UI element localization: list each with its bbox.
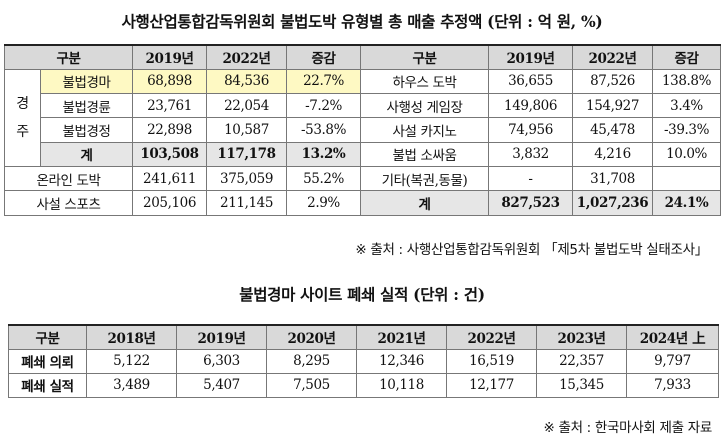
row-label: 폐쇄 의뢰 — [8, 348, 87, 374]
cell-value: 22.7% — [286, 68, 362, 95]
row-label: 불법경륜 — [39, 93, 134, 119]
table1-source: ※ 출처 : 사행산업통합감독위원회 「제5차 불법도박 실태조사」 — [355, 242, 708, 258]
cell-value: 9,797 — [626, 348, 719, 374]
header-category-right: 구분 — [360, 44, 490, 70]
total-label: 계 — [360, 190, 490, 216]
header-2022-right: 2022년 — [572, 44, 654, 70]
cell-value: 68,898 — [132, 68, 208, 95]
header-2022-left: 2022년 — [206, 44, 288, 70]
cell-value: 22,898 — [132, 117, 208, 143]
header-category: 구분 — [8, 324, 87, 350]
cell-value: 4,216 — [572, 141, 654, 167]
table-row: 불법경정 22,898 10,587 -53.8% 사설 카지노 74,956 … — [5, 117, 722, 143]
cell-value: 12,346 — [356, 348, 447, 374]
table2-title: 불법경마 사이트 폐쇄 실적 (단위 : 건) — [239, 285, 485, 304]
table-row: 사설 스포츠 205,106 211,145 2.9% 계 827,523 1,… — [3, 190, 722, 216]
cell-value: 84,536 — [206, 68, 288, 95]
cell-value: 154,927 — [572, 93, 654, 119]
cell-value: 8,295 — [266, 348, 357, 374]
cell-value: 36,655 — [488, 68, 574, 95]
header-year: 2018년 — [86, 324, 177, 350]
row-label: 폐쇄 실적 — [8, 372, 87, 398]
cell-value: 3,489 — [86, 372, 177, 398]
cell-value: 241,611 — [132, 165, 208, 192]
cell-value: 117,178 — [206, 141, 288, 167]
header-2019-left: 2019년 — [132, 44, 208, 70]
table-row: 온라인 도박 241,611 375,059 55.2% 기타(복권,동물) -… — [3, 165, 722, 192]
cell-value: 7,933 — [626, 372, 719, 398]
cell-value: 205,106 — [132, 190, 208, 216]
row-label: 기타(복권,동물) — [360, 165, 490, 192]
cell-value: 12,177 — [446, 372, 537, 398]
header-year: 2020년 — [266, 324, 357, 350]
table-row: 폐쇄 실적 3,489 5,407 7,505 10,118 12,177 15… — [8, 372, 719, 398]
table-row: 불법경륜 23,761 22,054 -7.2% 사행성 게임장 149,806… — [5, 93, 722, 119]
row-label: 사설 스포츠 — [3, 190, 134, 216]
header-year: 2021년 — [356, 324, 447, 350]
cell-value: 5,122 — [86, 348, 177, 374]
cell-value: 3.4% — [652, 93, 722, 119]
cell-value: 22,357 — [536, 348, 627, 374]
closure-table: 구분 2018년 2019년 2020년 2021년 2022년 2023년 2… — [8, 324, 719, 398]
cell-value: 23,761 — [132, 93, 208, 119]
cell-value: 16,519 — [446, 348, 537, 374]
row-label: 하우스 도박 — [360, 68, 490, 95]
cell-value: 15,345 — [536, 372, 627, 398]
cell-value: 138.8% — [652, 68, 722, 95]
cell-value: 103,508 — [132, 141, 208, 167]
cell-value: 7,505 — [266, 372, 357, 398]
cell-value: 827,523 — [488, 190, 574, 216]
cell-value: 87,526 — [572, 68, 654, 95]
cell-value: -7.2% — [286, 93, 362, 119]
cell-value: 10,118 — [356, 372, 447, 398]
cell-value: 24.1% — [652, 190, 722, 216]
cell-value: 1,027,236 — [572, 190, 654, 216]
header-change-right: 증감 — [652, 44, 722, 70]
cell-value: 211,145 — [206, 190, 288, 216]
cell-value: 6,303 — [176, 348, 267, 374]
cell-value: 13.2% — [286, 141, 362, 167]
cell-value: -53.8% — [286, 117, 362, 143]
subtotal-label: 계 — [39, 141, 134, 167]
cell-value: 2.9% — [286, 190, 362, 216]
cell-value: 55.2% — [286, 165, 362, 192]
table2-header-row: 구분 2018년 2019년 2020년 2021년 2022년 2023년 2… — [8, 324, 719, 350]
cell-value: 45,478 — [572, 117, 654, 143]
row-label: 불법경정 — [39, 117, 134, 143]
cell-value — [652, 165, 722, 192]
row-label: 불법경마 — [39, 68, 134, 95]
header-change-left: 증감 — [286, 44, 362, 70]
header-year: 2019년 — [176, 324, 267, 350]
header-category-left: 구분 — [3, 44, 134, 70]
cell-value: 31,708 — [572, 165, 654, 192]
cell-value: 3,832 — [488, 141, 574, 167]
cell-value: 22,054 — [206, 93, 288, 119]
row-label: 온라인 도박 — [3, 165, 134, 192]
cell-value: 375,059 — [206, 165, 288, 192]
table2-source: ※ 출처 : 한국마사회 제출 자료 — [543, 420, 712, 436]
row-label: 사설 카지노 — [360, 117, 490, 143]
row-label: 불법 소싸움 — [360, 141, 490, 167]
cell-value: 5,407 — [176, 372, 267, 398]
row-label: 사행성 게임장 — [360, 93, 490, 119]
table-row: 계 103,508 117,178 13.2% 불법 소싸움 3,832 4,2… — [5, 141, 722, 167]
cell-value: - — [488, 165, 574, 192]
cell-value: 10.0% — [652, 141, 722, 167]
header-year: 2024년 上 — [626, 324, 719, 350]
cell-value: 149,806 — [488, 93, 574, 119]
header-year: 2023년 — [536, 324, 627, 350]
header-2019-right: 2019년 — [488, 44, 574, 70]
table-row: 폐쇄 의뢰 5,122 6,303 8,295 12,346 16,519 22… — [8, 348, 719, 374]
table1-header-row: 구분 2019년 2022년 증감 구분 2019년 2022년 증감 — [3, 44, 722, 70]
cell-value: 10,587 — [206, 117, 288, 143]
cell-value: 74,956 — [488, 117, 574, 143]
cell-value: -39.3% — [652, 117, 722, 143]
header-year: 2022년 — [446, 324, 537, 350]
table1-title: 사행산업통합감독위원회 불법도박 유형별 총 매출 추정액 (단위 : 억 원,… — [121, 12, 603, 31]
